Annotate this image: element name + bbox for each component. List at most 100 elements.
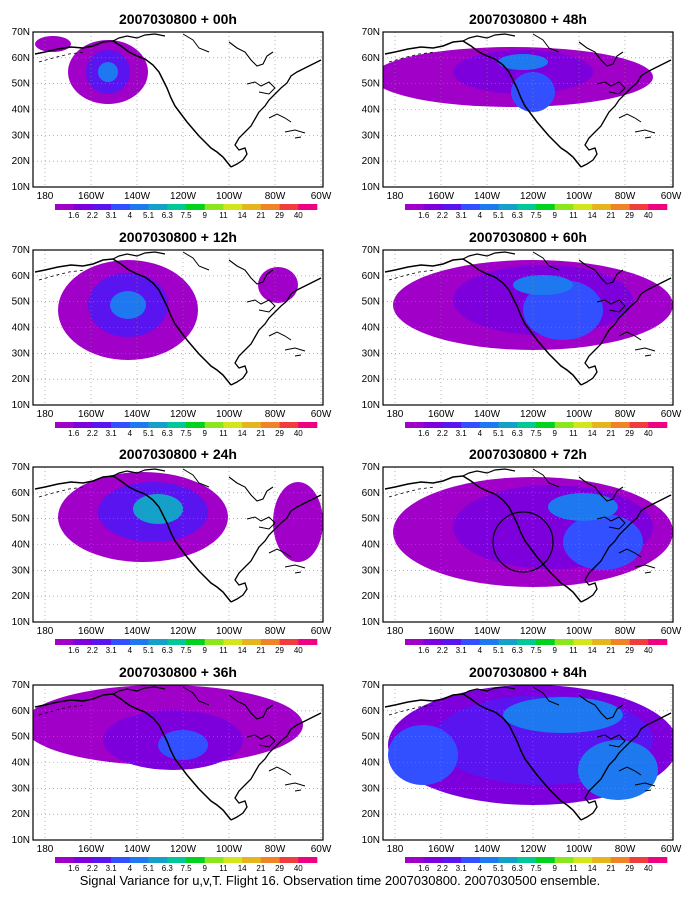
colorbar-swatch [223,204,243,210]
lon-label: 140W [124,844,151,855]
lat-label: 40N [12,105,30,116]
colorbar-label: 4 [128,211,133,220]
colorbar-swatch [186,857,206,863]
lon-label: 180 [387,844,404,855]
colorbar-swatch [92,857,112,863]
colorbar-label: 9 [552,211,557,220]
colorbar-swatch [167,422,187,428]
lon-label: 120W [170,844,197,855]
colorbar-swatch [423,422,443,428]
colorbar-label: 11 [219,211,228,220]
colorbar-swatch [629,204,649,210]
colorbar-label: 40 [294,646,303,655]
colorbar-label: 29 [275,646,284,655]
lon-label: 60W [311,844,332,855]
colorbar-swatch [111,422,131,428]
lat-label: 50N [362,79,380,90]
colorbar-swatch [498,422,518,428]
colorbar-label: 1.6 [418,864,430,873]
map-frame [32,684,324,841]
variance-field [388,685,673,805]
lat-label: 60N [362,706,380,717]
colorbar-swatch [498,639,518,645]
lat-label: 20N [362,591,380,602]
colorbar-label: 40 [644,211,653,220]
colorbar-swatch [92,639,112,645]
colorbar-swatch [517,204,537,210]
colorbar-label: 4 [478,211,483,220]
colorbar-label: 21 [256,211,265,220]
lon-label: 180 [387,626,404,637]
lon-label: 80W [615,626,636,637]
colorbar-swatch [536,639,556,645]
lat-label: 30N [12,348,30,359]
colorbar-swatch [442,204,462,210]
variance-field [393,260,673,350]
colorbar-swatch [167,639,187,645]
colorbar-label: 7.5 [180,429,192,438]
variance-field [58,260,298,360]
colorbar-swatch [648,422,668,428]
lon-label: 60W [311,626,332,637]
lon-label: 160W [78,844,105,855]
lon-label: 160W [78,409,105,420]
colorbar-swatch [610,857,630,863]
colorbar-swatch [260,639,280,645]
lat-label: 40N [362,323,380,334]
colorbar-swatch [610,204,630,210]
lat-label: 40N [362,540,380,551]
colorbar-swatch [92,204,112,210]
colorbar-swatch [129,204,149,210]
colorbar-swatch [148,204,168,210]
colorbar-label: 5.1 [143,646,155,655]
lon-label: 160W [78,626,105,637]
colorbar-label: 3.1 [106,429,118,438]
lon-label: 80W [615,844,636,855]
lat-label: 10N [12,617,30,628]
colorbar-swatch [55,422,75,428]
colorbar-swatch [223,857,243,863]
lat-label: 10N [12,182,30,193]
lon-label: 100W [216,409,243,420]
lon-label: 80W [265,191,286,202]
map-panel-p84: 2007030800 + 84h 70N 60N 50N 40N 30N 20N 10N 180… [362,664,682,873]
colorbar-swatch [405,639,425,645]
colorbar-label: 6.3 [162,646,174,655]
colorbar-label: 40 [294,864,303,873]
colorbar-swatch [592,639,612,645]
colorbar-swatch [517,639,537,645]
colorbar-swatch [423,857,443,863]
map-frame [32,31,324,188]
colorbar-swatch [73,639,93,645]
colorbar-label: 7.5 [180,646,192,655]
colorbar-label: 1.6 [68,646,80,655]
panel-title: 2007030800 + 36h [119,664,237,680]
lat-label: 40N [362,105,380,116]
lon-label: 180 [37,409,54,420]
lat-label: 20N [12,591,30,602]
colorbar-swatch [204,204,224,210]
colorbar-label: 2.2 [87,211,99,220]
lat-label: 50N [12,732,30,743]
colorbar: 1.6 2.2 3.1 4 5.1 6.3 7.5 9 11 14 21 29 40 [55,857,318,873]
lon-label: 100W [216,191,243,202]
colorbar-swatch [405,422,425,428]
colorbar-swatch [279,639,299,645]
colorbar-swatch [479,204,499,210]
colorbar-swatch [479,422,499,428]
colorbar-label: 40 [644,646,653,655]
lon-label: 60W [661,409,682,420]
colorbar-label: 3.1 [456,211,468,220]
colorbar-swatch [498,204,518,210]
colorbar-swatch [554,422,574,428]
map-panel-p24: 2007030800 + 24h 70N 60N 50N 40N 30N 20N 10N 180… [12,446,332,655]
colorbar-label: 4 [128,646,133,655]
colorbar: 1.6 2.2 3.1 4 5.1 6.3 7.5 9 11 14 21 29 40 [55,422,318,438]
colorbar-label: 29 [275,864,284,873]
colorbar-swatch [111,204,131,210]
colorbar-label: 3.1 [456,646,468,655]
lon-label: 180 [387,409,404,420]
region-circle [492,511,554,573]
colorbar-swatch [592,857,612,863]
map-panel-p12: 2007030800 + 12h 70N 60N 50N 40N 30N 20N 10N 180… [12,229,332,438]
